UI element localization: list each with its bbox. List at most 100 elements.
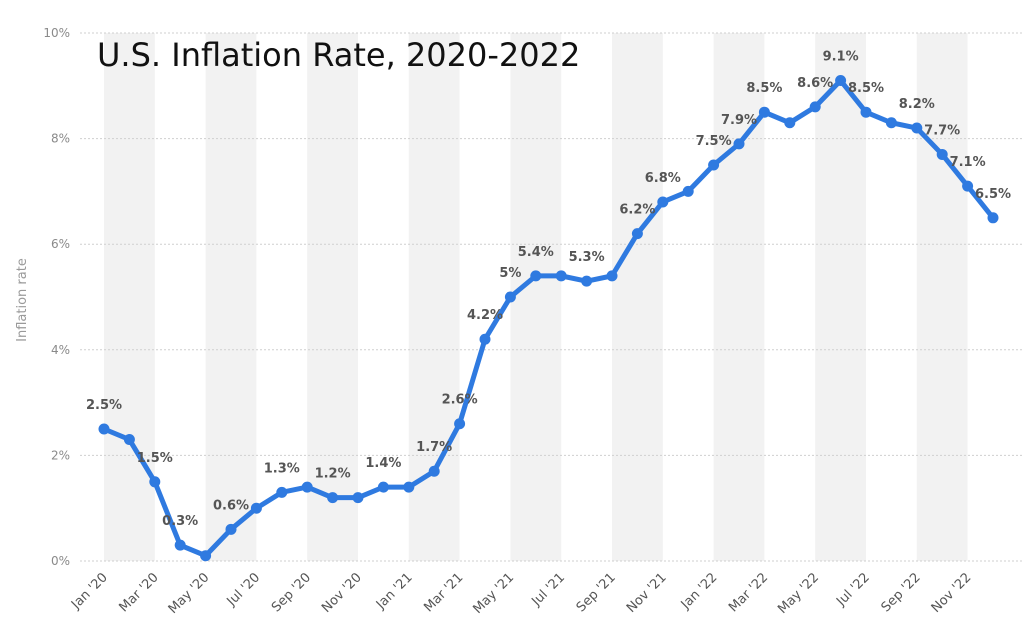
data-label: 5%: [499, 266, 521, 281]
data-point: [504, 291, 516, 303]
data-point: [885, 117, 897, 129]
data-point: [631, 228, 643, 240]
x-axis-ticks: Jan '20 Mar '20 May '20 Jul '20 Sep '20 Nov '…: [68, 570, 974, 617]
y-tick-label: 10%: [43, 26, 70, 40]
column-band: [612, 33, 663, 561]
data-label: 0.6%: [213, 498, 249, 513]
data-label: 1.4%: [365, 456, 401, 471]
data-point: [276, 486, 288, 498]
data-label: 7.9%: [721, 113, 757, 128]
x-tick-label: Sep '22: [879, 570, 924, 615]
x-tick-label: Jul '22: [833, 570, 873, 610]
data-point: [403, 481, 415, 493]
y-tick-label: 0%: [51, 554, 70, 568]
column-band: [510, 33, 562, 561]
y-tick-label: 4%: [51, 343, 70, 357]
data-point: [936, 148, 948, 160]
data-point: [911, 122, 923, 134]
data-point: [657, 196, 669, 208]
x-tick-label: Jan '21: [373, 570, 416, 613]
y-tick-label: 8%: [51, 132, 70, 146]
data-label: 5.4%: [518, 245, 554, 260]
data-label: 0.3%: [162, 514, 198, 529]
data-point: [149, 476, 161, 488]
x-tick-label: Sep '20: [269, 570, 314, 615]
column-band: [916, 33, 968, 561]
data-label: 9.1%: [823, 50, 859, 65]
data-point: [987, 212, 999, 224]
y-tick-label: 6%: [51, 237, 70, 251]
data-label: 2.5%: [86, 398, 122, 413]
data-point: [860, 106, 872, 118]
data-point: [200, 550, 212, 562]
x-tick-label: Mar '21: [421, 570, 466, 615]
data-point: [530, 270, 542, 282]
x-tick-label: Jul '20: [224, 570, 264, 610]
data-label: 7.5%: [696, 134, 732, 149]
data-label: 5.3%: [569, 250, 605, 265]
data-point: [225, 523, 237, 535]
data-point: [555, 270, 567, 282]
data-point: [301, 481, 313, 493]
data-point: [123, 434, 135, 446]
y-axis-label: Inflation rate: [15, 258, 30, 342]
data-label: 7.1%: [950, 155, 986, 170]
data-label: 4.2%: [467, 308, 503, 323]
x-tick-label: Mar '22: [726, 570, 771, 615]
x-tick-label: May '21: [470, 570, 517, 617]
series-inflation: [98, 75, 999, 562]
data-point: [352, 492, 364, 504]
data-point: [758, 106, 770, 118]
data-label: 8.5%: [848, 81, 884, 96]
data-label: 7.7%: [924, 123, 960, 138]
data-label: 1.5%: [137, 451, 173, 466]
data-point: [581, 275, 593, 287]
data-point: [962, 180, 974, 192]
data-point: [428, 465, 440, 477]
data-point: [708, 159, 720, 171]
x-tick-label: May '22: [775, 570, 822, 617]
x-tick-label: Sep '21: [574, 570, 619, 615]
inflation-line: [101, 78, 996, 559]
x-tick-label: Nov '22: [929, 570, 975, 616]
data-point: [733, 138, 745, 150]
x-tick-label: Jan '20: [68, 570, 111, 613]
x-tick-label: Mar '20: [117, 570, 162, 615]
y-axis-ticks: 0% 2% 4% 6% 8% 10%: [43, 26, 70, 568]
data-label: 6.8%: [645, 171, 681, 186]
data-point: [377, 481, 389, 493]
column-band: [815, 33, 866, 561]
data-labels: 2.5% 1.5% 0.3% 0.6% 1.3% 1.2% 1.4% 1.7% 2.6% 4.2%…: [86, 50, 1011, 530]
data-point: [809, 101, 821, 113]
data-label: 6.5%: [975, 187, 1011, 202]
data-label: 2.6%: [442, 393, 478, 408]
column-band: [104, 33, 155, 561]
x-tick-label: Nov '20: [319, 570, 365, 616]
data-point: [98, 423, 110, 435]
y-tick-label: 2%: [51, 448, 70, 462]
chart-title: U.S. Inflation Rate, 2020-2022: [97, 36, 580, 74]
data-point: [327, 492, 339, 504]
x-tick-label: Jul '21: [528, 570, 568, 610]
data-point: [174, 539, 186, 551]
data-label: 6.2%: [619, 203, 655, 218]
gridlines: [80, 32, 1022, 562]
column-band: [307, 33, 358, 561]
data-label: 8.6%: [797, 76, 833, 91]
data-label: 8.2%: [899, 97, 935, 112]
data-point: [606, 270, 618, 282]
x-tick-label: Jan '22: [678, 570, 721, 613]
x-tick-label: May '20: [166, 570, 213, 617]
data-point: [479, 333, 491, 345]
x-tick-label: Nov '21: [624, 570, 670, 616]
column-bands: [104, 33, 968, 561]
data-label: 1.2%: [315, 467, 351, 482]
data-point: [835, 75, 847, 87]
data-label: 1.7%: [416, 440, 452, 455]
data-point: [454, 418, 466, 430]
column-band: [205, 33, 257, 561]
data-label: 8.5%: [746, 81, 782, 96]
data-point: [682, 185, 694, 197]
data-label: 1.3%: [264, 461, 300, 476]
